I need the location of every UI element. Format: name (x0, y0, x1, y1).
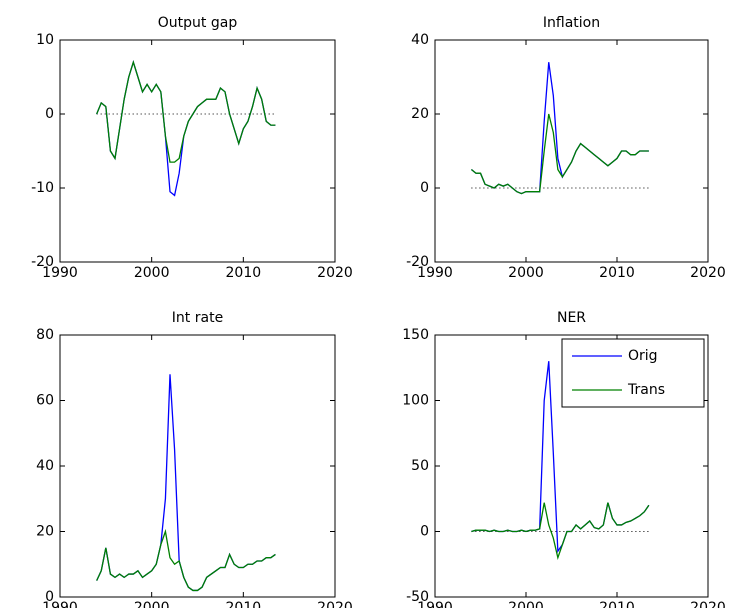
x-tick-label: 2020 (690, 600, 726, 608)
y-tick-label: 50 (411, 458, 429, 474)
y-tick-label: 40 (36, 458, 54, 474)
y-tick-label: 0 (420, 524, 429, 540)
y-tick-label: -20 (31, 254, 54, 270)
axes-background (435, 40, 708, 262)
y-tick-label: 0 (45, 106, 54, 122)
x-tick-label: 2020 (317, 600, 353, 608)
y-tick-label: 40 (411, 32, 429, 48)
y-tick-label: -20 (406, 254, 429, 270)
x-tick-label: 2000 (508, 600, 544, 608)
series-line (96, 528, 276, 592)
x-tick-label: 2000 (134, 600, 170, 608)
x-tick-label: 2010 (599, 600, 635, 608)
x-tick-label: 2020 (317, 265, 353, 281)
y-tick-label: 0 (45, 589, 54, 605)
panel-title: Output gap (158, 15, 238, 31)
x-tick-label: 1990 (417, 600, 453, 608)
y-tick-label: -10 (31, 180, 54, 196)
x-tick-label: 2010 (226, 265, 262, 281)
x-tick-label: 2000 (508, 265, 544, 281)
y-tick-label: 0 (420, 180, 429, 196)
y-tick-label: 10 (36, 32, 54, 48)
panel-title: Int rate (172, 310, 223, 326)
y-tick-label: -50 (406, 589, 429, 605)
x-tick-label: 2010 (599, 265, 635, 281)
x-tick-label: 2020 (690, 265, 726, 281)
y-tick-label: 60 (36, 393, 54, 409)
series-line (470, 113, 649, 195)
axes-box (59, 39, 336, 263)
y-tick-label: 100 (402, 393, 429, 409)
y-tick-label: 20 (36, 524, 54, 540)
x-tick-label: 1990 (42, 600, 78, 608)
x-tick-label: 2010 (226, 600, 262, 608)
y-tick-label: 150 (402, 327, 429, 343)
legend-box (561, 338, 705, 408)
x-tick-label: 1990 (42, 265, 78, 281)
y-tick-label: 20 (411, 106, 429, 122)
axes-box (434, 39, 709, 263)
axes-background (60, 40, 335, 262)
x-tick-label: 2000 (134, 265, 170, 281)
x-tick-label: 1990 (417, 265, 453, 281)
axes-box (434, 334, 709, 598)
series-line (471, 502, 650, 561)
axes-background (60, 335, 335, 597)
series-line (96, 60, 276, 163)
axes-box (59, 334, 336, 598)
y-tick-label: 80 (36, 327, 54, 343)
legend-label: Trans (627, 382, 665, 398)
legend-label: Orig (628, 348, 658, 364)
panel-title: NER (557, 310, 586, 326)
panel-title: Inflation (543, 15, 600, 31)
